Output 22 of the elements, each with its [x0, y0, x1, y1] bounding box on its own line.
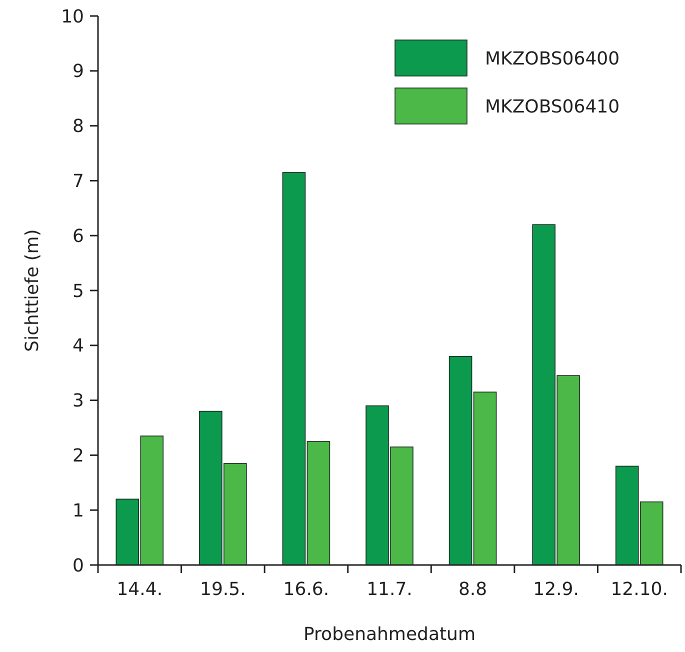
- x-tick-label: 16.6.: [283, 579, 330, 600]
- x-tick-label: 11.7.: [366, 579, 412, 600]
- x-tick-label: 14.4.: [116, 579, 163, 600]
- y-tick-label: 1: [72, 500, 84, 522]
- y-tick-label: 4: [72, 336, 84, 357]
- x-tick-label: 12.9.: [533, 579, 579, 600]
- legend-label: MKZOBS06400: [485, 48, 620, 70]
- y-axis-title: Sichttiefe (m): [22, 229, 43, 352]
- y-tick-label: 10: [61, 6, 84, 28]
- x-tick-label: 8.8: [458, 579, 488, 600]
- y-tick-label: 8: [72, 116, 84, 138]
- y-tick-label: 9: [72, 61, 84, 82]
- x-axis-title: Probenahmedatum: [304, 624, 476, 645]
- legend-label: MKZOBS06410: [485, 96, 620, 118]
- x-tick-label: 19.5.: [200, 579, 246, 600]
- y-tick-label: 7: [72, 171, 84, 192]
- y-tick-label: 5: [72, 280, 84, 302]
- y-tick-label: 0: [72, 555, 84, 576]
- y-tick-label: 6: [72, 226, 84, 247]
- y-tick-label: 2: [72, 446, 84, 466]
- x-tick-label: 12.10.: [610, 579, 668, 600]
- y-tick-label: 3: [72, 390, 84, 412]
